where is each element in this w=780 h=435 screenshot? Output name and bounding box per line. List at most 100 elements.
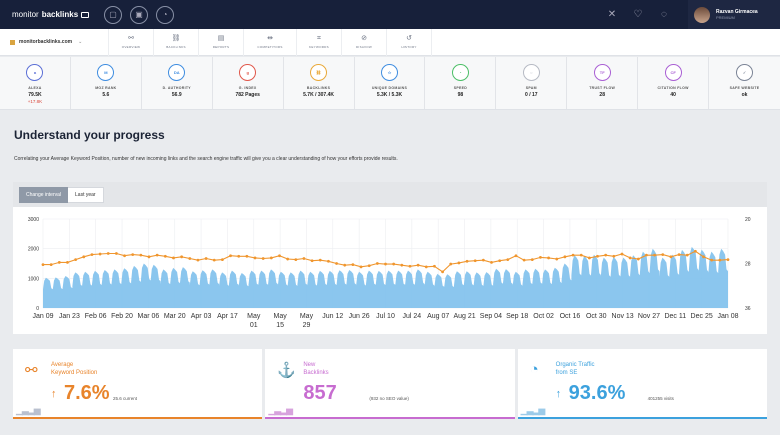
stat-label-line1: Organic Traffic [555,362,595,368]
anchor-icon: ⚓ [277,362,297,379]
metric-label: BACKLINKS [306,86,331,90]
metric-backlinks[interactable]: ⛓ BACKLINKS 5.7K / 307.4K [284,57,355,109]
metric-safe-website[interactable]: ✓ SAFE WEBSITE ok [709,57,780,109]
nav-tab-disavow[interactable]: ⊘ DISAVOW [341,28,386,56]
keyword-position-point [669,255,673,259]
metric-value: 0 / 17 [525,92,538,98]
metric-value: ok [741,92,748,98]
keyword-position-point [359,265,363,269]
nav-tab-label: HISTORY [401,45,417,49]
keyword-position-point [139,253,143,257]
x-tick-label: Oct 02 [533,313,554,320]
keyword-position-point [522,258,526,262]
bell-icon[interactable]: ◌ [661,9,667,20]
metrics-bar: a ALEXA 79.5K +17.8K M MOZ RANK 5.6 DA D. AUTHOR… [0,57,780,110]
keyword-position-point [131,253,135,256]
keyword-position-point [604,253,608,257]
stat-label-line1: Average [51,362,74,368]
report-icon: ▤ [217,35,225,42]
keyword-position-point [375,262,379,265]
link-icon: ⛓ [171,35,181,42]
avatar [694,6,710,23]
metric-value: 5.6 [102,92,110,98]
x-tick-label: Sep 04 [480,313,502,320]
keyword-position-point [294,258,298,262]
mini-bars-icon: ▁▃▂▅ [520,405,546,415]
competitors-icon: ⇹ [267,35,273,42]
stats-row: ⚯ Average Keyword Position ↑ 7.6% 25.6 curren… [13,349,767,419]
y-right-tick-label: 28 [745,262,751,268]
keyword-position-point [269,256,273,260]
x-tick-label: Jul 24 [403,313,422,320]
keyword-position-point [514,254,518,258]
keyword-position-point [702,255,705,259]
briefcase-icon[interactable]: ▢ [104,5,122,24]
chevron-down-icon: ⌄ [78,39,83,45]
metric-badge-icon: ☆ [380,64,398,81]
x-tick-label: Apr 03 [191,313,212,320]
metric-d-authority[interactable]: DA D. AUTHORITY 56.9 [142,57,213,109]
metric-unique-domains[interactable]: ☆ UNIQUE DOMAINS 5.3K / 5.3K [355,57,426,109]
nav-tab-history[interactable]: ↺ HISTORY [386,28,431,56]
x-tick-label: 29 [303,322,311,329]
dashboard-icon[interactable]: ▣ [130,5,148,24]
metric-spam[interactable]: ○ SPAM 0 / 17 [496,57,568,109]
keyword-position-point [327,259,330,263]
metric-label: ALEXA [28,86,42,90]
heart-icon[interactable]: ♡ [633,9,643,20]
page-title: Understand your progress [14,128,165,142]
keyword-position-point [123,254,126,258]
stat-accent-line [265,417,515,419]
keyword-position-point [645,253,648,257]
metric-badge-icon: ◔ [451,64,469,81]
keyword-position-point [49,263,53,267]
keyword-position-point [498,259,502,263]
x-tick-label: 15 [276,322,284,329]
nav-tab-label: OVERVIEW [121,45,141,49]
nav-tab-reports[interactable]: ▤ REPORTS [198,28,243,56]
metric-label: SAFE WEBSITE [729,86,760,90]
metric-citation-flow[interactable]: CF CITATION FLOW 40 [638,57,710,109]
section-description: Correlating your Average Keyword Positio… [14,156,398,162]
keyword-position-point [408,264,412,268]
metric-value: 79.5K [28,92,42,98]
app-logo[interactable]: monitor backlinks [12,10,92,19]
x-tick-label: Jan 08 [717,313,738,320]
metric-trust-flow[interactable]: TF TRUST FLOW 28 [567,57,639,109]
trend-up-icon: ↑ [555,388,562,400]
domain-selector[interactable]: monitorbacklinks.com ⌄ [0,39,108,45]
keyword-position-point [441,270,444,274]
nav-tab-overview[interactable]: ⚯ OVERVIEW [108,28,153,56]
metric-badge-icon: ○ [522,64,540,81]
nav-tab-keywords[interactable]: ⌗ KEYWORDS [296,28,341,56]
interval-select[interactable]: Last year [68,186,104,203]
keyword-position-point [596,254,599,258]
keyword-position-point [481,258,485,262]
keyword-position-point [90,253,94,256]
keyword-position-point [286,257,290,261]
stat-accent-line [517,417,767,419]
gauge-icon[interactable]: ◔ [156,5,174,24]
change-interval-button[interactable]: Change interval [19,186,69,203]
keyword-position-point [457,261,461,265]
x-tick-label: Mar 06 [137,313,159,320]
keyword-position-point [530,258,534,262]
site-nav: monitorbacklinks.com ⌄ ⚯ OVERVIEW ⛓ BACKLIN… [0,28,780,56]
metric-alexa[interactable]: a ALEXA 79.5K +17.8K [0,57,71,109]
stat-value: 7.6% [64,382,110,404]
keyword-position-point [212,258,216,262]
metric-badge-icon: a [26,64,44,81]
nav-tab-backlinks[interactable]: ⛓ BACKLINKS [153,28,198,56]
keyword-position-point [571,253,575,257]
metric-moz-rank[interactable]: M MOZ RANK 5.6 [71,57,142,109]
x-tick-label: Aug 07 [427,313,449,320]
stat-card-new: ⚓ New Backlinks 857 (932 no SEO value) ▁▃▂▅ [265,349,515,419]
keyword-position-point [579,253,583,257]
metric-speed[interactable]: ◔ SPEED 98 [425,57,497,109]
metric-g-index[interactable]: g G. INDEX 782 Pages [213,57,284,109]
keyword-position-point [433,264,436,268]
metric-value: 40 [670,92,676,98]
tools-icon[interactable]: ✕ [607,9,617,20]
nav-tab-competitors[interactable]: ⇹ COMPETITORS [243,28,296,56]
user-menu[interactable]: Razvan Girmacea PREMIUM [688,0,780,29]
